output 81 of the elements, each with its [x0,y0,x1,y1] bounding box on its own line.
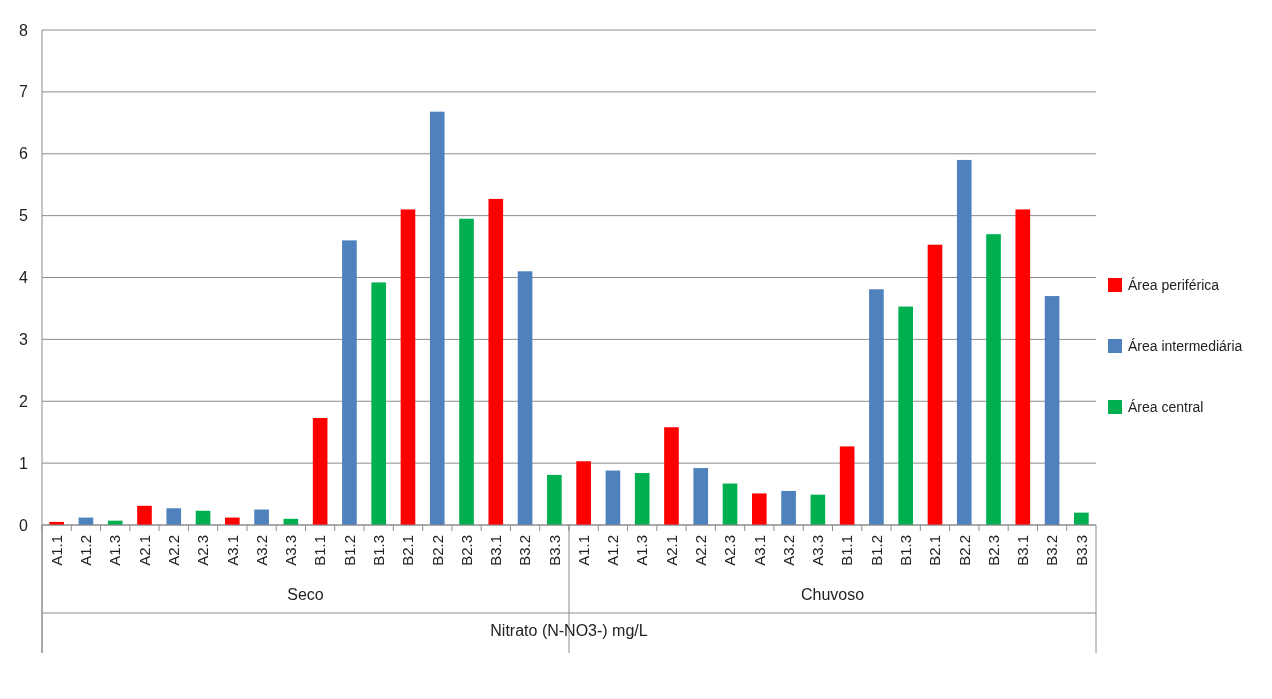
x-tick-label: A3.1 [223,535,241,566]
bar [429,111,445,525]
bar [869,289,884,525]
y-tick-label: 3 [19,330,29,348]
legend-label: Área intermediária [1128,337,1243,354]
bar [137,505,152,525]
x-tick-label: A3.1 [750,535,768,566]
x-tick-label: B1.1 [838,535,856,566]
x-tick-label: B2.3 [984,535,1002,566]
x-tick-label: B2.2 [955,535,973,566]
x-tick-label: B3.2 [516,535,534,566]
bar [634,473,650,525]
x-tick-label: B3.1 [1014,535,1032,566]
bar [400,209,416,525]
bar [547,474,562,525]
bar [898,306,914,525]
x-tick-label: B3.3 [1072,535,1090,566]
bar [810,494,826,525]
x-tick-label: A2.1 [662,535,680,566]
bar [986,234,1001,525]
x-tick-label: A1.2 [77,535,95,566]
y-tick-label: 6 [19,145,29,163]
y-tick-label: 5 [19,207,29,225]
x-tick-label: A1.2 [604,535,622,566]
x-axis-title: Nitrato (N-NO3-) mg/L [490,622,648,639]
x-tick-label: A2.1 [135,535,153,566]
text: Chuvoso [800,586,865,603]
x-tick-label: B1.2 [867,535,885,566]
x-tick-label: A3.2 [779,535,797,566]
x-tick-label: B3.3 [545,535,563,566]
x-tick-label: B1.2 [340,535,358,566]
bar [751,493,767,525]
text: Seco [287,586,324,603]
x-tick-label: B1.3 [369,535,387,566]
x-tick-label: A2.2 [692,535,709,566]
x-tick-label: B2.1 [399,535,417,566]
bar [1044,296,1060,525]
bar [342,240,357,525]
y-tick-label: 0 [19,516,29,534]
x-tick-label: A2.3 [721,535,739,566]
x-tick-label: A1.3 [106,535,124,566]
x-tick-label: A1.3 [633,535,651,566]
bar [576,461,591,525]
bar [927,244,943,525]
x-tick-label: B3.1 [487,535,505,566]
bar [459,218,474,525]
legend-label: Área central [1128,398,1204,415]
bar [517,271,533,525]
bar [956,159,972,525]
x-tick-label: A1.1 [574,535,592,566]
y-tick-label: 2 [19,392,29,410]
legend-label: Área periférica [1128,276,1220,293]
x-tick-label: A2.3 [194,535,212,566]
bar [781,490,796,525]
x-tick-label: A1.1 [47,535,65,566]
x-tick-label: B3.2 [1043,535,1061,566]
y-tick-label: 1 [19,454,29,472]
bar [664,427,679,525]
bar [371,282,387,525]
x-tick-label: B1.3 [896,535,914,566]
bar [605,470,621,525]
bar [722,483,738,525]
bar [1015,209,1031,525]
x-tick-label: B2.3 [457,535,475,566]
bar [312,417,328,525]
x-tick-label: B2.2 [428,535,446,566]
bar [488,198,504,525]
bar [693,468,709,525]
bar [839,446,855,525]
bar [254,509,269,525]
x-tick-label: A3.3 [282,535,300,566]
x-tick-label: B1.1 [311,535,329,566]
bar [166,508,182,525]
x-tick-label: B2.1 [926,535,944,566]
x-tick-label: A2.2 [165,535,182,566]
y-tick-label: 8 [19,21,29,39]
y-tick-label: 4 [19,269,29,287]
x-tick-label: A3.2 [252,535,270,566]
bar [1074,512,1089,525]
y-tick-label: 7 [19,83,29,101]
x-tick-label: A3.3 [809,535,827,566]
